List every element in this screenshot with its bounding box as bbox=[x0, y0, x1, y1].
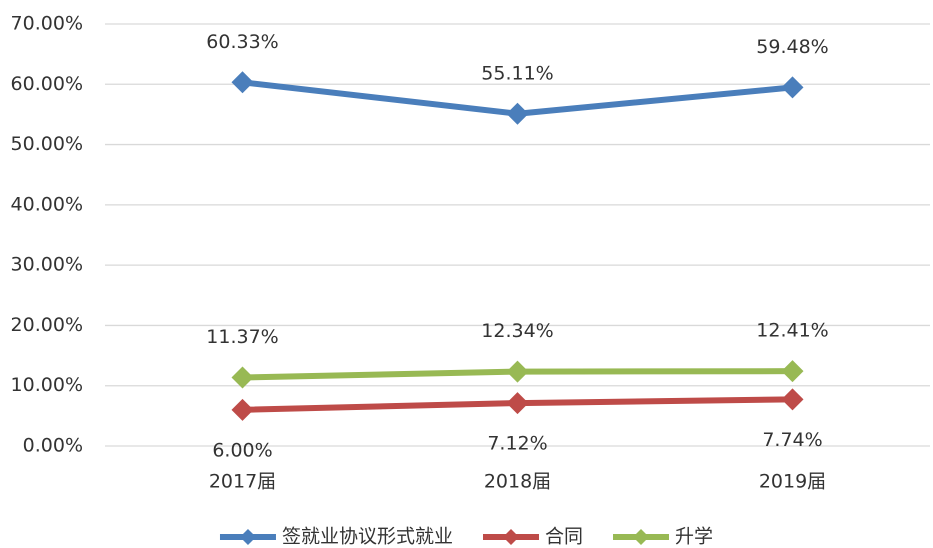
point-marker bbox=[231, 366, 254, 389]
data-label: 11.37% bbox=[206, 326, 278, 348]
data-label: 55.11% bbox=[481, 62, 553, 84]
point-marker bbox=[781, 76, 804, 99]
y-tick-label: 0.00% bbox=[23, 435, 83, 457]
point-marker bbox=[781, 360, 804, 383]
legend-label: 升学 bbox=[675, 526, 713, 548]
legend-marker bbox=[239, 529, 256, 545]
point-marker bbox=[506, 102, 529, 125]
data-label: 59.48% bbox=[756, 36, 828, 58]
y-tick-label: 40.00% bbox=[11, 193, 83, 215]
data-label: 12.34% bbox=[481, 320, 553, 342]
y-tick-label: 20.00% bbox=[11, 314, 83, 336]
legend-marker bbox=[633, 529, 650, 545]
data-label: 7.12% bbox=[487, 433, 547, 455]
y-tick-label: 10.00% bbox=[11, 374, 83, 396]
data-label: 7.74% bbox=[762, 429, 822, 451]
y-tick-label: 60.00% bbox=[11, 73, 83, 95]
legend-label: 签就业协议形式就业 bbox=[282, 526, 453, 548]
y-tick-label: 70.00% bbox=[11, 13, 83, 35]
point-marker bbox=[506, 360, 529, 383]
data-label: 6.00% bbox=[212, 439, 272, 461]
legend-marker bbox=[502, 529, 519, 545]
point-marker bbox=[231, 398, 254, 421]
legend-label: 合同 bbox=[545, 526, 583, 548]
point-marker bbox=[231, 71, 254, 94]
x-tick-label: 2017届 bbox=[209, 471, 276, 493]
data-label: 60.33% bbox=[206, 31, 278, 53]
point-marker bbox=[781, 388, 804, 411]
data-label: 12.41% bbox=[756, 320, 828, 342]
x-tick-label: 2019届 bbox=[759, 471, 826, 493]
point-marker bbox=[506, 392, 529, 415]
y-tick-label: 30.00% bbox=[11, 254, 83, 276]
y-tick-label: 50.00% bbox=[11, 133, 83, 155]
x-tick-label: 2018届 bbox=[484, 471, 551, 493]
